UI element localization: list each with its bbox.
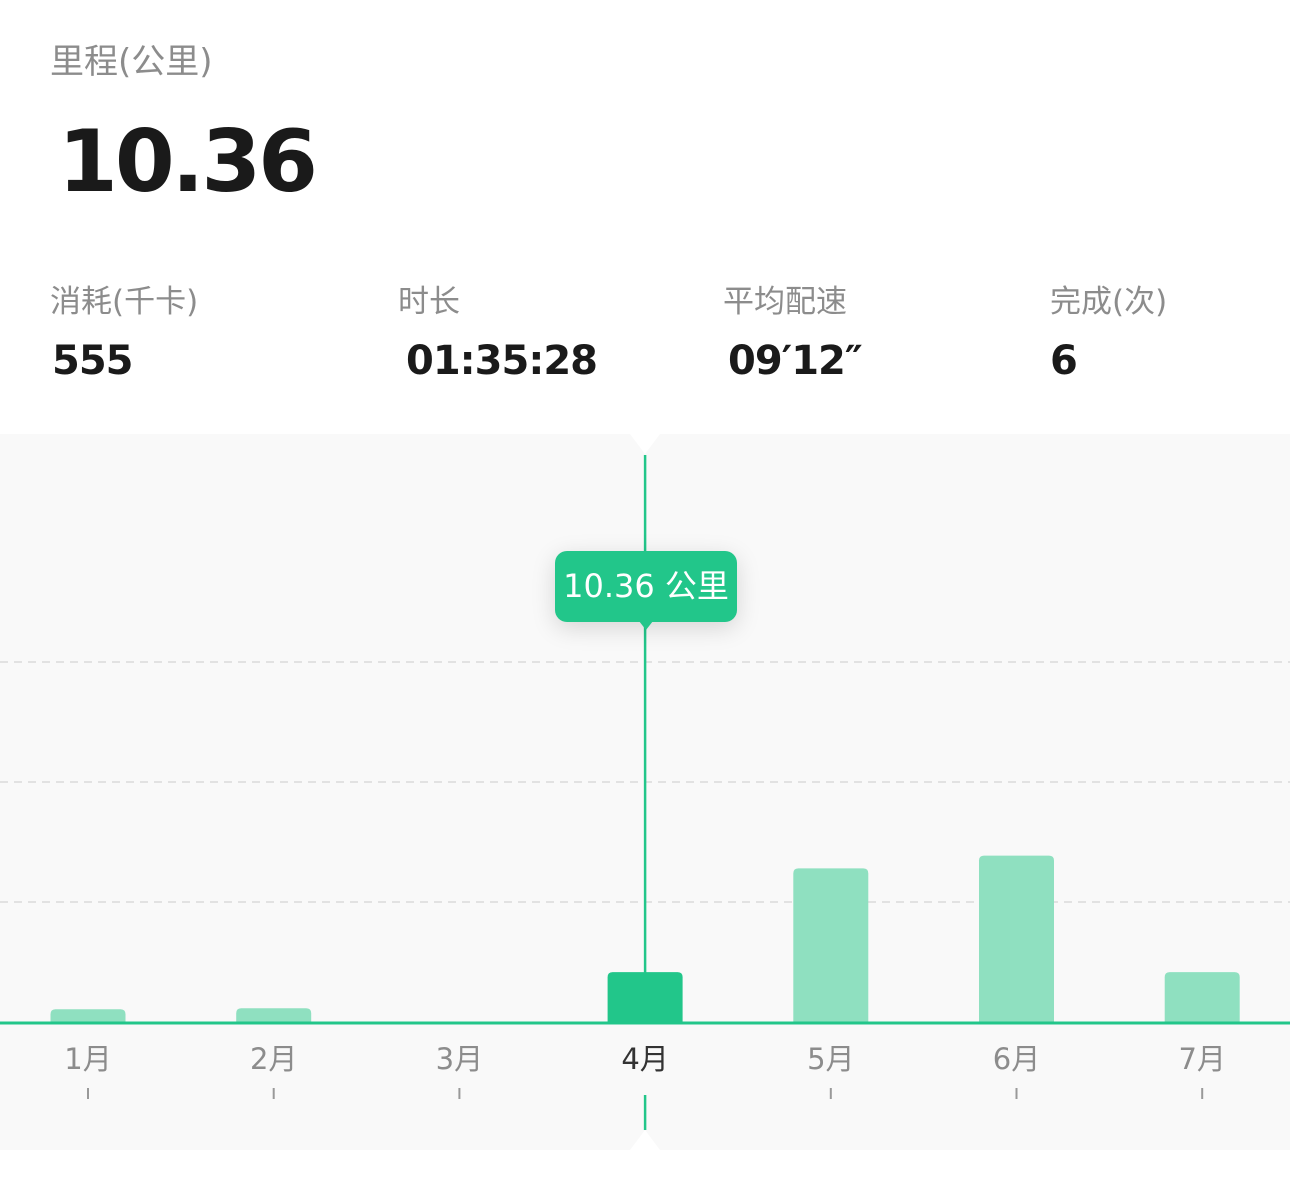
stat-pace-label: 平均配速	[723, 284, 847, 320]
distance-value: 10.36	[58, 112, 318, 212]
stat-count-value: 6	[1050, 338, 1078, 384]
stat-calories-value: 555	[52, 338, 133, 384]
distance-label: 里程(公里)	[50, 42, 213, 82]
bar-7	[1164, 972, 1240, 1023]
x-tick-label: 2月	[250, 1042, 297, 1076]
x-tick-label: 7月	[1178, 1042, 1225, 1076]
x-tick-label: 4月	[621, 1042, 668, 1076]
bar-2	[236, 1008, 312, 1023]
selected-tooltip: 10.36 公里	[555, 551, 737, 630]
monthly-distance-chart[interactable]: 1月 2月 3月 4月 5月 6月 7月	[0, 434, 1290, 1150]
x-tick-label: 3月	[436, 1042, 483, 1076]
x-tick-label: 5月	[807, 1042, 854, 1076]
bar-5	[793, 868, 869, 1023]
x-tick-label: 1月	[64, 1042, 111, 1076]
stat-duration-value: 01:35:28	[406, 338, 598, 384]
x-tick-label: 6月	[993, 1042, 1040, 1076]
stat-duration-label: 时长	[398, 284, 460, 320]
stat-pace-value: 09′12″	[728, 338, 863, 384]
top-notch	[630, 434, 660, 454]
bar-1	[50, 1009, 126, 1023]
chart-svg: 1月 2月 3月 4月 5月 6月 7月	[0, 455, 1290, 1130]
bottom-notch	[630, 1130, 660, 1150]
bar-4	[607, 972, 683, 1023]
bar-6	[979, 855, 1054, 1023]
stat-count-label: 完成(次)	[1050, 284, 1168, 320]
stat-calories-label: 消耗(千卡)	[50, 284, 199, 320]
